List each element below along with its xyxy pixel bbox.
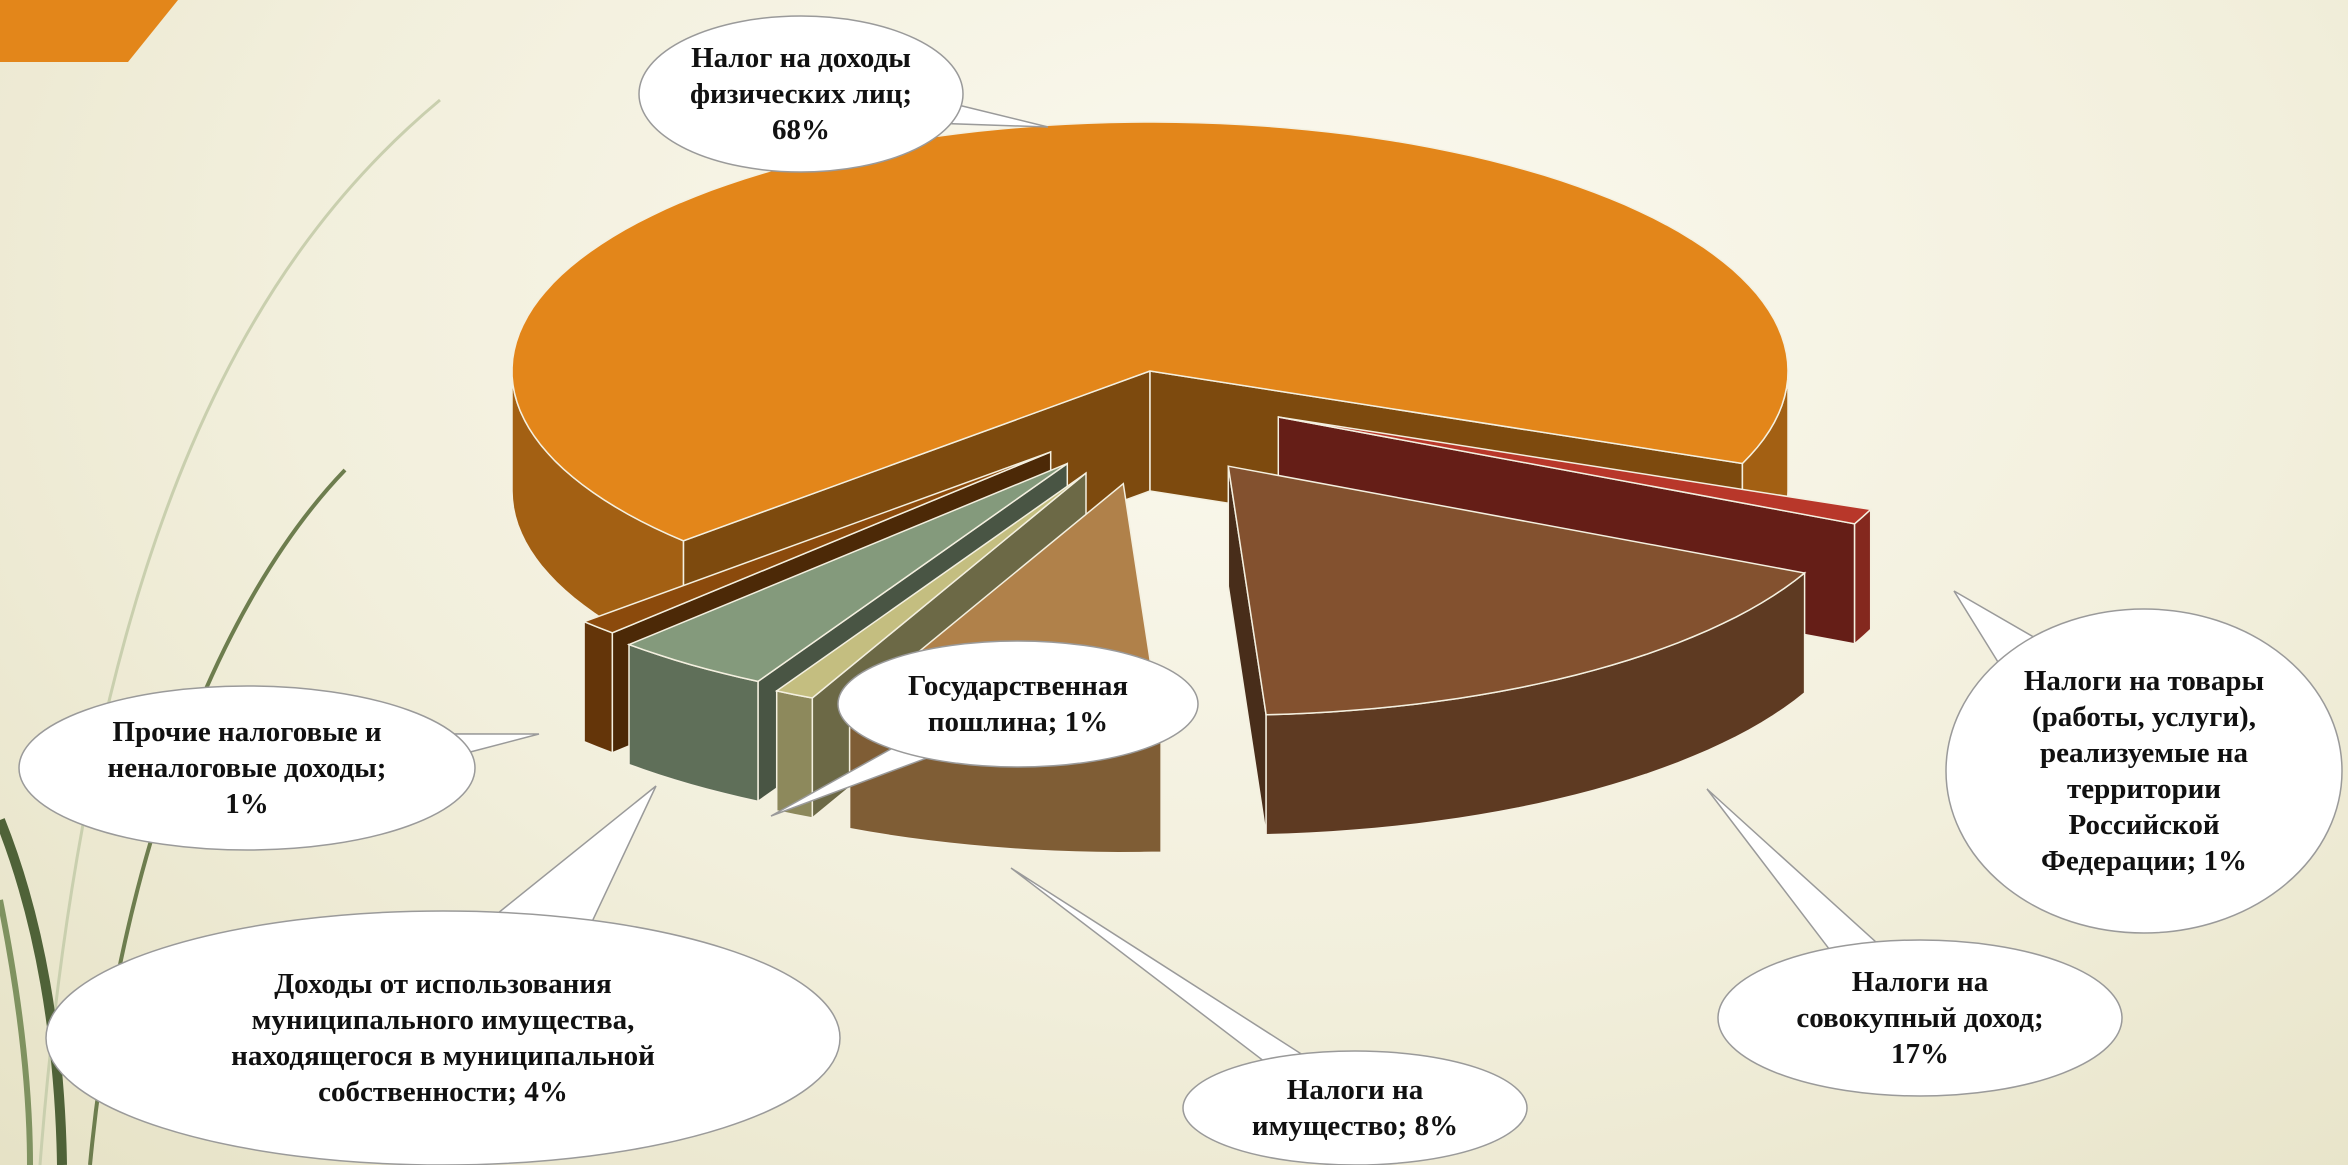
callout-tail <box>1010 867 1306 1063</box>
category-label: Государственная пошлина; <box>907 670 1129 738</box>
category-label: Доходы от использования муниципального и… <box>231 968 655 1108</box>
value-label: 4% <box>524 1076 568 1108</box>
data-label: Налоги на товары (работы, услуги), реали… <box>2012 663 2277 879</box>
callout <box>18 685 476 851</box>
slice <box>774 472 1087 699</box>
category-label: Налог на доходы физических лиц; <box>689 42 913 110</box>
data-label: Доходы от использования муниципального и… <box>208 966 678 1110</box>
callout <box>837 640 1199 768</box>
slice <box>582 451 1051 634</box>
value-label: 1% <box>225 788 269 820</box>
value-label: 17% <box>1891 1038 1949 1070</box>
data-label: Прочие налоговые и неналоговые доходы; 1… <box>87 714 407 822</box>
callout <box>638 15 964 173</box>
value-label: 8% <box>1414 1110 1459 1142</box>
slice <box>1227 465 1807 716</box>
category-label: Прочие налоговые и неналоговые доходы; <box>107 716 387 784</box>
value-label: 1% <box>1064 706 1109 738</box>
slice-side <box>1853 507 1872 646</box>
slice-side <box>583 620 614 754</box>
category-label: Налоги на совокупный доход; <box>1796 966 2044 1034</box>
slice <box>1278 416 1873 525</box>
category-label: Налоги на товары (работы, услуги), реали… <box>2023 665 2265 877</box>
data-label: Налоги на совокупный доход; 17% <box>1783 964 2058 1072</box>
slice <box>626 462 1068 683</box>
value-label: 1% <box>2203 845 2248 877</box>
callout-tail <box>1706 788 1880 952</box>
callout <box>1717 939 2123 1097</box>
data-label: Налоги на имущество; 8% <box>1243 1072 1468 1144</box>
callout <box>1182 1050 1528 1165</box>
grass-decoration <box>0 818 67 1165</box>
value-label: 68% <box>772 114 830 146</box>
data-label: Налог на доходы физических лиц; 68% <box>671 40 931 148</box>
callout <box>45 910 841 1165</box>
corner-tab <box>0 0 178 62</box>
grass-decoration <box>38 98 441 1165</box>
data-label: Государственная пошлина; 1% <box>891 668 1146 740</box>
category-label: Налоги на имущество; <box>1251 1074 1424 1142</box>
callout-tail <box>492 785 657 926</box>
callout <box>1945 608 2343 934</box>
grass-decoration <box>0 899 33 1165</box>
